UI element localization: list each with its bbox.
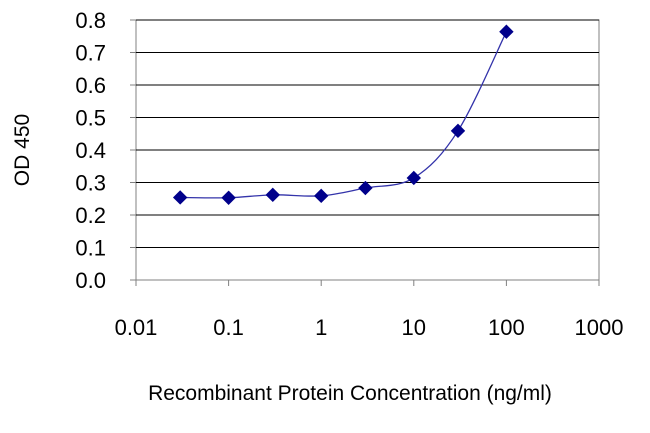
data-point bbox=[358, 180, 373, 196]
x-tick-label: 10 bbox=[402, 315, 426, 340]
data-point bbox=[406, 170, 422, 186]
x-tick-label: 0.01 bbox=[115, 315, 158, 340]
data-point bbox=[499, 24, 514, 39]
x-tick-label: 0.1 bbox=[213, 315, 244, 340]
y-tick-label: 0.1 bbox=[75, 236, 106, 261]
data-point bbox=[172, 190, 188, 205]
y-tick-label: 0.8 bbox=[75, 8, 106, 33]
y-tick-label: 0.7 bbox=[75, 41, 106, 66]
gridlines bbox=[136, 19, 599, 248]
data-point bbox=[265, 187, 280, 203]
data-point bbox=[221, 190, 236, 205]
x-tick-label: 1 bbox=[315, 315, 327, 340]
y-tick-label: 0.5 bbox=[75, 106, 106, 131]
x-axis-title: Recombinant Protein Concentration (ng/ml… bbox=[148, 382, 552, 405]
data-point bbox=[313, 188, 329, 204]
x-tick-label: 1000 bbox=[575, 315, 624, 340]
y-tick-label: 0.3 bbox=[75, 171, 106, 196]
y-axis-title: OD 450 bbox=[11, 114, 34, 186]
y-axis-ticks: 0.0 0.1 0.2 0.3 0.4 0.5 0.6 0.7 0.8 bbox=[75, 8, 136, 293]
data-points bbox=[172, 24, 514, 205]
y-tick-label: 0.6 bbox=[75, 73, 106, 98]
data-point bbox=[450, 123, 466, 139]
y-tick-label: 0.2 bbox=[75, 203, 106, 228]
y-tick-label: 0.4 bbox=[75, 138, 106, 163]
x-axis-ticks: 0.01 0.1 1 10 100 1000 bbox=[115, 280, 624, 340]
y-tick-label: 0.0 bbox=[75, 268, 106, 293]
x-tick-label: 100 bbox=[488, 315, 525, 340]
